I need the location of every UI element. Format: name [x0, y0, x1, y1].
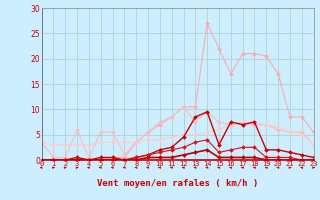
X-axis label: Vent moyen/en rafales ( km/h ): Vent moyen/en rafales ( km/h ) [97, 178, 258, 188]
